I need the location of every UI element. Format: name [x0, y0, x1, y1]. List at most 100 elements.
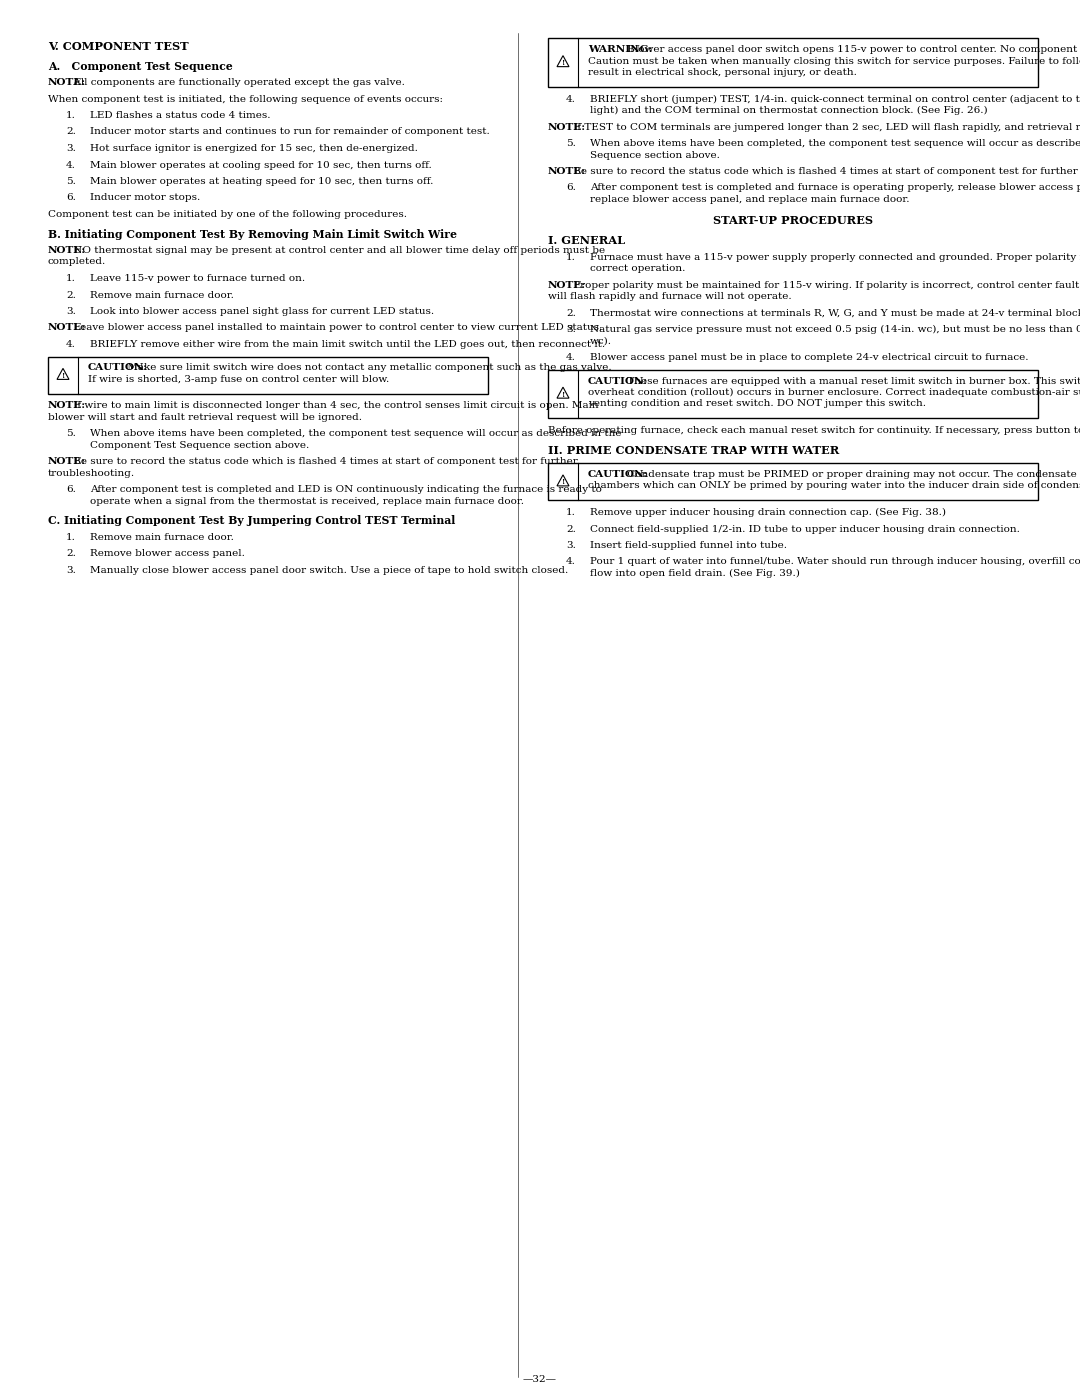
Text: BRIEFLY remove either wire from the main limit switch until the LED goes out, th: BRIEFLY remove either wire from the main… — [90, 339, 605, 349]
Bar — [48, 356, 488, 394]
Text: NOTE:: NOTE: — [48, 324, 86, 332]
Bar — [548, 462, 1038, 500]
Text: 6.: 6. — [66, 194, 76, 203]
Text: These furnaces are equipped with a manual reset limit switch in burner box. This: These furnaces are equipped with a manua… — [624, 377, 1080, 386]
Text: 3.: 3. — [66, 566, 76, 576]
Text: When above items have been completed, the component test sequence will occur as : When above items have been completed, th… — [90, 429, 621, 439]
Text: If wire to main limit is disconnected longer than 4 sec, the control senses limi: If wire to main limit is disconnected lo… — [70, 401, 599, 411]
Text: Leave 115-v power to furnace turned on.: Leave 115-v power to furnace turned on. — [90, 274, 306, 284]
Text: NO thermostat signal may be present at control center and all blower time delay : NO thermostat signal may be present at c… — [70, 246, 606, 256]
Text: C. Initiating Component Test By Jumpering Control TEST Terminal: C. Initiating Component Test By Jumperin… — [48, 515, 456, 527]
Text: Remove main furnace door.: Remove main furnace door. — [90, 534, 234, 542]
Text: 2.: 2. — [66, 549, 76, 559]
Text: Component Test Sequence section above.: Component Test Sequence section above. — [90, 441, 309, 450]
Text: 2.: 2. — [566, 524, 576, 534]
Text: NOTE:: NOTE: — [48, 78, 86, 87]
Text: Inducer motor stops.: Inducer motor stops. — [90, 194, 200, 203]
Text: Be sure to record the status code which is flashed 4 times at start of component: Be sure to record the status code which … — [570, 168, 1080, 176]
Text: Condensate trap must be PRIMED or proper draining may not occur. The condensate : Condensate trap must be PRIMED or proper… — [624, 469, 1080, 479]
Text: Main blower operates at heating speed for 10 sec, then turns off.: Main blower operates at heating speed fo… — [90, 177, 433, 186]
Text: V. COMPONENT TEST: V. COMPONENT TEST — [48, 41, 189, 52]
Text: 4.: 4. — [566, 353, 576, 362]
Text: overheat condition (rollout) occurs in burner enclosure. Correct inadequate comb: overheat condition (rollout) occurs in b… — [588, 388, 1080, 397]
Text: 6.: 6. — [66, 486, 76, 495]
Text: —32—: —32— — [523, 1375, 557, 1384]
Text: 1.: 1. — [66, 110, 76, 120]
Text: 2.: 2. — [566, 309, 576, 317]
Text: Caution must be taken when manually closing this switch for service purposes. Fa: Caution must be taken when manually clos… — [588, 56, 1080, 66]
Text: CAUTION:: CAUTION: — [87, 363, 148, 373]
Text: 3.: 3. — [66, 307, 76, 316]
Text: Main blower operates at cooling speed for 10 sec, then turns off.: Main blower operates at cooling speed fo… — [90, 161, 432, 169]
Text: Be sure to record the status code which is flashed 4 times at start of component: Be sure to record the status code which … — [70, 457, 578, 467]
Text: blower will start and fault retrieval request will be ignored.: blower will start and fault retrieval re… — [48, 414, 362, 422]
Text: !: ! — [62, 372, 65, 380]
Text: 2.: 2. — [66, 127, 76, 137]
Text: Inducer motor starts and continues to run for remainder of component test.: Inducer motor starts and continues to ru… — [90, 127, 489, 137]
Text: Leave blower access panel installed to maintain power to control center to view : Leave blower access panel installed to m… — [70, 324, 603, 332]
Text: If TEST to COM terminals are jumpered longer than 2 sec, LED will flash rapidly,: If TEST to COM terminals are jumpered lo… — [570, 123, 1080, 131]
Polygon shape — [557, 475, 569, 486]
Text: 4.: 4. — [566, 95, 576, 103]
Text: A.   Component Test Sequence: A. Component Test Sequence — [48, 60, 233, 71]
Text: Natural gas service pressure must not exceed 0.5 psig (14-in. wc), but must be n: Natural gas service pressure must not ex… — [590, 326, 1080, 334]
Text: troubleshooting.: troubleshooting. — [48, 469, 135, 478]
Text: NOTE:: NOTE: — [548, 281, 586, 289]
Text: LED flashes a status code 4 times.: LED flashes a status code 4 times. — [90, 110, 270, 120]
Text: operate when a signal from the thermostat is received, replace main furnace door: operate when a signal from the thermosta… — [90, 497, 524, 506]
Text: If wire is shorted, 3-amp fuse on control center will blow.: If wire is shorted, 3-amp fuse on contro… — [87, 374, 389, 384]
Text: will flash rapidly and furnace will not operate.: will flash rapidly and furnace will not … — [548, 292, 792, 300]
Text: Proper polarity must be maintained for 115-v wiring. If polarity is incorrect, c: Proper polarity must be maintained for 1… — [570, 281, 1080, 289]
Text: Furnace must have a 115-v power supply properly connected and grounded. Proper p: Furnace must have a 115-v power supply p… — [590, 253, 1080, 261]
Text: Look into blower access panel sight glass for current LED status.: Look into blower access panel sight glas… — [90, 307, 434, 316]
Text: After component test is completed and LED is ON continuously indicating the furn: After component test is completed and LE… — [90, 486, 602, 495]
Text: START-UP PROCEDURES: START-UP PROCEDURES — [713, 215, 873, 225]
Text: completed.: completed. — [48, 257, 106, 267]
Text: 2.: 2. — [66, 291, 76, 299]
Text: NOTE:: NOTE: — [48, 457, 86, 467]
Text: correct operation.: correct operation. — [590, 264, 686, 272]
Text: Component test can be initiated by one of the following procedures.: Component test can be initiated by one o… — [48, 210, 407, 219]
Text: Pour 1 quart of water into funnel/tube. Water should run through inducer housing: Pour 1 quart of water into funnel/tube. … — [590, 557, 1080, 567]
Text: NOTE:: NOTE: — [548, 123, 586, 131]
Text: 5.: 5. — [66, 429, 76, 439]
Text: Manually close blower access panel door switch. Use a piece of tape to hold swit: Manually close blower access panel door … — [90, 566, 568, 576]
Text: Remove main furnace door.: Remove main furnace door. — [90, 291, 234, 299]
Text: result in electrical shock, personal injury, or death.: result in electrical shock, personal inj… — [588, 68, 856, 77]
Text: B. Initiating Component Test By Removing Main Limit Switch Wire: B. Initiating Component Test By Removing… — [48, 229, 457, 239]
Text: wc).: wc). — [590, 337, 612, 345]
Text: When above items have been completed, the component test sequence will occur as : When above items have been completed, th… — [590, 138, 1080, 148]
Text: Sequence section above.: Sequence section above. — [590, 151, 720, 159]
Text: !: ! — [562, 391, 565, 398]
Text: 4.: 4. — [566, 557, 576, 567]
Text: CAUTION:: CAUTION: — [588, 469, 648, 479]
Text: 3.: 3. — [66, 144, 76, 154]
Text: All components are functionally operated except the gas valve.: All components are functionally operated… — [70, 78, 405, 87]
Text: Hot surface ignitor is energized for 15 sec, then de-energized.: Hot surface ignitor is energized for 15 … — [90, 144, 418, 154]
Text: Connect field-supplied 1/2-in. ID tube to upper inducer housing drain connection: Connect field-supplied 1/2-in. ID tube t… — [590, 524, 1020, 534]
Polygon shape — [557, 56, 569, 67]
Text: Thermostat wire connections at terminals R, W, G, and Y must be made at 24-v ter: Thermostat wire connections at terminals… — [590, 309, 1080, 317]
Text: venting condition and reset switch. DO NOT jumper this switch.: venting condition and reset switch. DO N… — [588, 400, 926, 408]
Text: NOTE:: NOTE: — [48, 246, 86, 256]
Text: 1.: 1. — [566, 509, 576, 517]
Text: 5.: 5. — [66, 177, 76, 186]
Text: Insert field-supplied funnel into tube.: Insert field-supplied funnel into tube. — [590, 541, 787, 550]
Text: 1.: 1. — [66, 534, 76, 542]
Text: light) and the COM terminal on thermostat connection block. (See Fig. 26.): light) and the COM terminal on thermosta… — [590, 106, 987, 115]
Text: !: ! — [562, 479, 565, 486]
Text: 3.: 3. — [566, 326, 576, 334]
Text: CAUTION:: CAUTION: — [588, 377, 648, 386]
Text: WARNING:: WARNING: — [588, 45, 652, 54]
Polygon shape — [557, 387, 569, 398]
Text: After component test is completed and furnace is operating properly, release blo: After component test is completed and fu… — [590, 183, 1080, 193]
Text: replace blower access panel, and replace main furnace door.: replace blower access panel, and replace… — [590, 196, 909, 204]
Text: II. PRIME CONDENSATE TRAP WITH WATER: II. PRIME CONDENSATE TRAP WITH WATER — [548, 446, 839, 457]
Polygon shape — [57, 369, 69, 380]
Bar — [548, 369, 1038, 418]
Text: Remove blower access panel.: Remove blower access panel. — [90, 549, 245, 559]
Text: I. GENERAL: I. GENERAL — [548, 235, 625, 246]
Text: 1.: 1. — [566, 253, 576, 261]
Text: 1.: 1. — [66, 274, 76, 284]
Text: NOTE:: NOTE: — [48, 401, 86, 411]
